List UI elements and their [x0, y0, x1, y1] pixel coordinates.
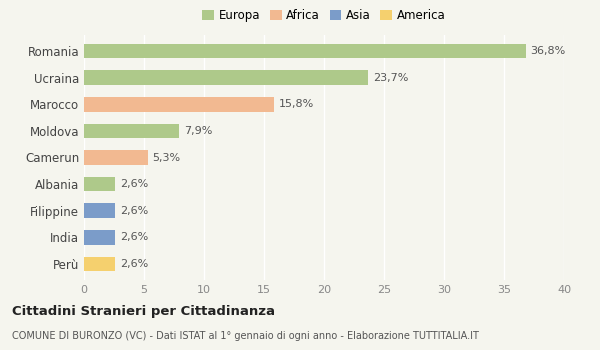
Bar	[84, 44, 526, 58]
Text: 2,6%: 2,6%	[120, 179, 148, 189]
Text: 2,6%: 2,6%	[120, 259, 148, 269]
Text: 2,6%: 2,6%	[120, 232, 148, 243]
Text: 2,6%: 2,6%	[120, 206, 148, 216]
Bar	[84, 257, 115, 271]
Text: 7,9%: 7,9%	[184, 126, 212, 136]
Bar	[84, 124, 179, 138]
Text: Cittadini Stranieri per Cittadinanza: Cittadini Stranieri per Cittadinanza	[12, 304, 275, 317]
Text: COMUNE DI BURONZO (VC) - Dati ISTAT al 1° gennaio di ogni anno - Elaborazione TU: COMUNE DI BURONZO (VC) - Dati ISTAT al 1…	[12, 331, 479, 341]
Bar	[84, 70, 368, 85]
Text: 15,8%: 15,8%	[278, 99, 314, 109]
Legend: Europa, Africa, Asia, America: Europa, Africa, Asia, America	[200, 7, 448, 24]
Text: 36,8%: 36,8%	[530, 46, 566, 56]
Bar	[84, 177, 115, 191]
Text: 5,3%: 5,3%	[152, 153, 181, 162]
Bar	[84, 230, 115, 245]
Text: 23,7%: 23,7%	[373, 72, 409, 83]
Bar	[84, 150, 148, 165]
Bar	[84, 203, 115, 218]
Bar	[84, 97, 274, 112]
